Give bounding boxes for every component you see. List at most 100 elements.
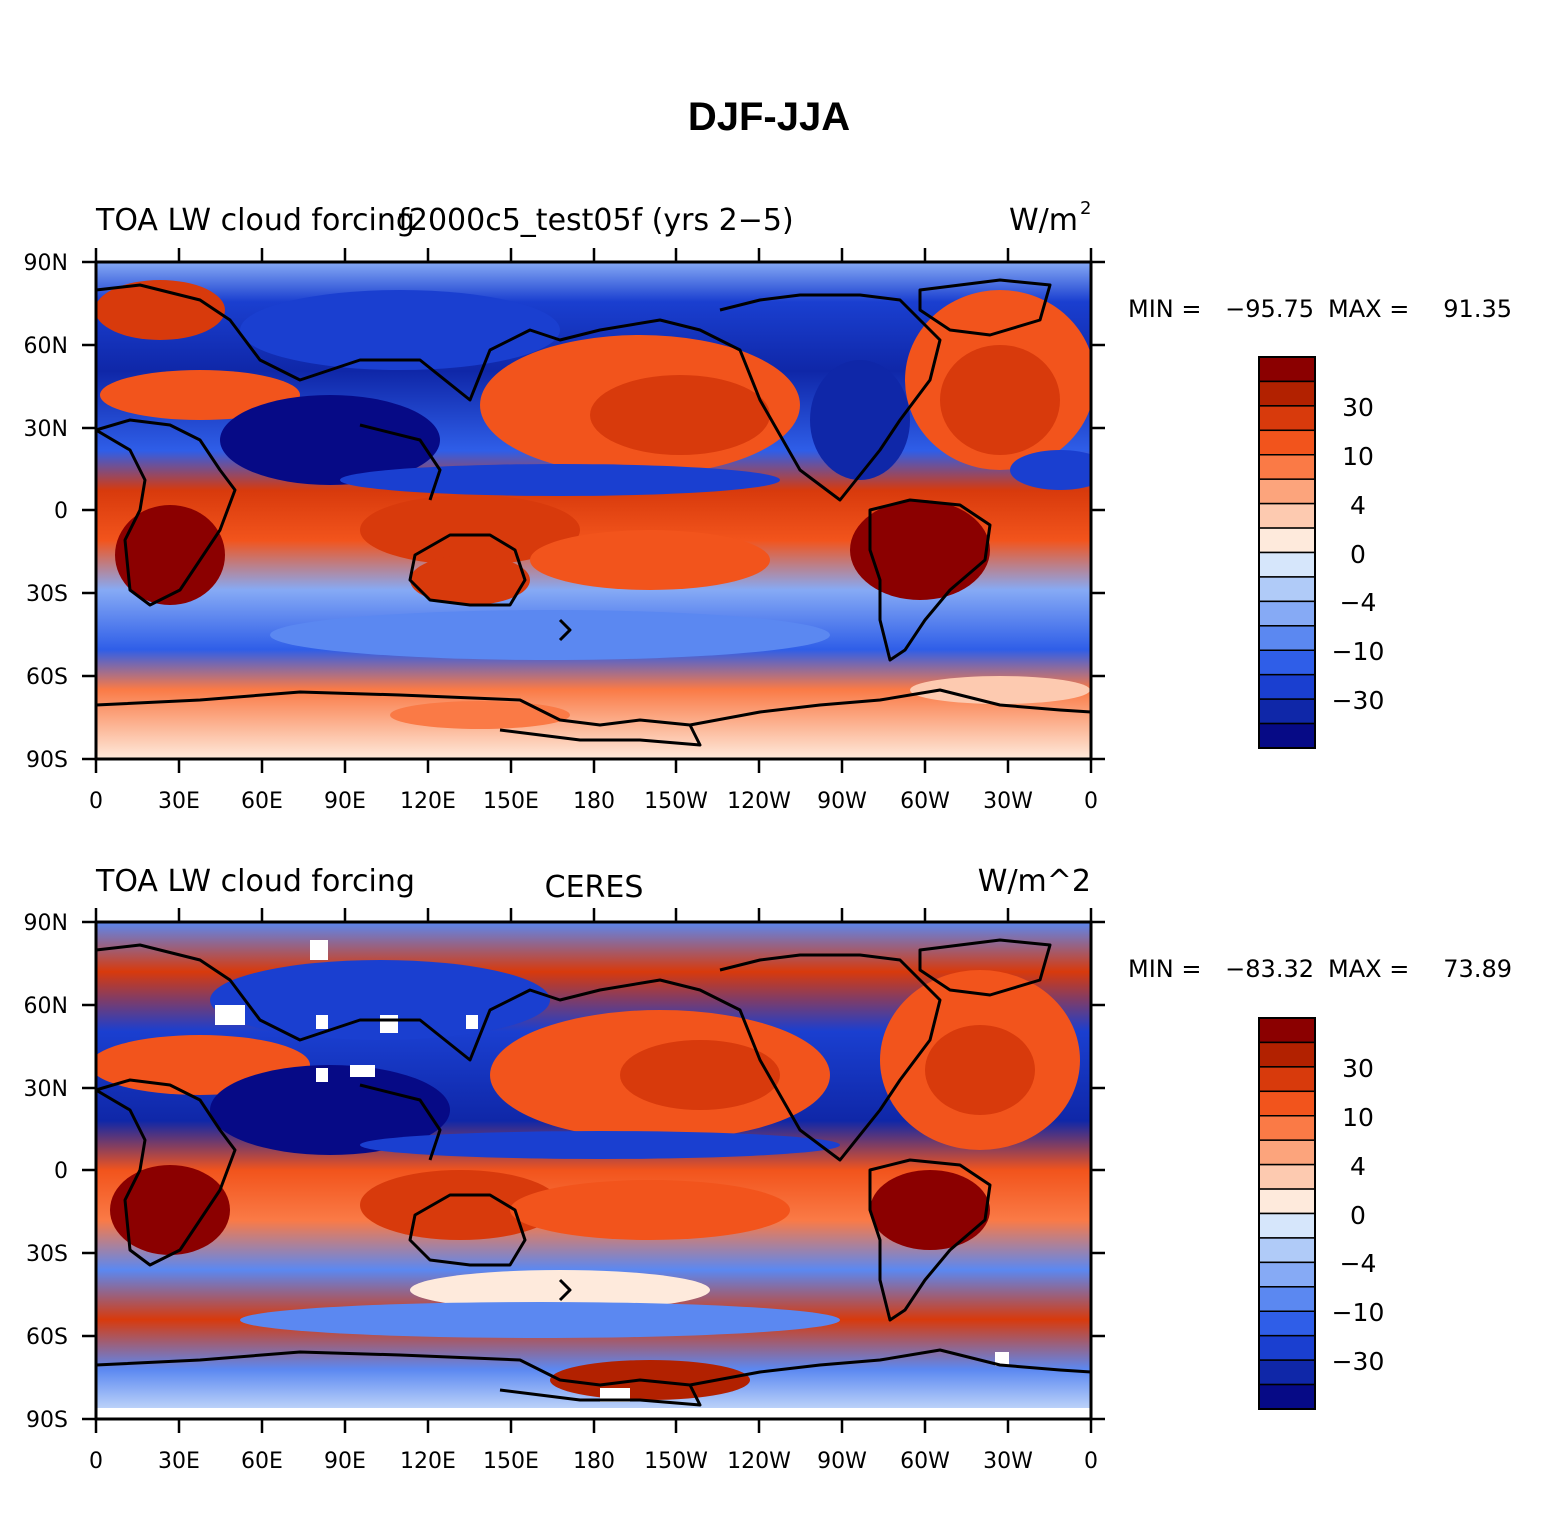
colorbar-swatch: [1258, 1115, 1316, 1141]
panel-model: TOA LW cloud forcing f2000c5_test05f (yr…: [24, 198, 1512, 814]
anomaly-patch: [510, 1180, 790, 1240]
figure-title: DJF-JJA: [688, 95, 850, 139]
lat-label: 30S: [26, 582, 68, 607]
colorbar-swatch: [1258, 649, 1316, 676]
anomaly-patch: [96, 280, 225, 340]
panel-left-label: TOA LW cloud forcing: [95, 203, 415, 238]
min-label: MIN =: [1128, 295, 1201, 323]
colorbar-label: 4: [1350, 491, 1366, 520]
lon-ticks: [94, 248, 1093, 773]
colorbar-swatch: [1258, 1139, 1316, 1166]
colorbar-label: −10: [1332, 1298, 1385, 1327]
anomaly-patch: [240, 1302, 840, 1338]
colorbar-swatch: [1258, 380, 1316, 407]
lat-label: 90N: [24, 251, 68, 276]
colorbar-swatch: [1258, 1334, 1316, 1361]
max-label: MAX =: [1328, 295, 1409, 323]
colorbar-swatch: [1258, 551, 1316, 578]
colorbar-swatch: [1258, 1188, 1316, 1215]
panel-left-label: TOA LW cloud forcing: [95, 864, 415, 899]
anomaly-patch: [870, 1170, 990, 1250]
lat-ticks: [82, 260, 1105, 761]
coastlines: [96, 938, 1091, 1407]
anomaly-patch: [360, 1170, 560, 1240]
anomaly-patch: [360, 1131, 840, 1159]
colorbar-label: −10: [1332, 637, 1385, 666]
colorbar-frame: [1258, 356, 1316, 749]
lon-label: 90E: [324, 1449, 366, 1474]
colorbar-swatch: [1258, 1041, 1316, 1068]
max-value: 73.89: [1443, 955, 1512, 983]
colorbar-swatch: [1258, 1017, 1316, 1044]
colorbar-swatch: [1258, 1237, 1316, 1264]
anomaly-patch: [910, 676, 1090, 704]
lon-ticks: [94, 908, 1093, 1433]
colorbar-swatch: [1258, 478, 1316, 505]
anomaly-patch: [810, 360, 910, 480]
anomaly-patch: [270, 610, 830, 660]
lon-label: 90W: [817, 789, 867, 814]
anomaly-patch: [410, 555, 530, 605]
colorbar-swatch: [1258, 722, 1316, 749]
colorbar-swatch: [1258, 1163, 1316, 1190]
colorbar-swatch: [1258, 1090, 1316, 1117]
missing-data-band: [96, 1408, 1091, 1419]
colorbar-label: 0: [1350, 540, 1366, 569]
colorbar-label: 4: [1350, 1152, 1366, 1181]
lon-label: 60E: [241, 1449, 283, 1474]
coastlines: [96, 278, 1091, 747]
lon-label: 0: [1084, 1449, 1098, 1474]
panel-center-label: f2000c5_test05f (yrs 2−5): [398, 203, 793, 238]
min-label: MIN =: [1128, 955, 1201, 983]
colorbar-swatch: [1258, 527, 1316, 554]
map-field: [96, 922, 1091, 1419]
colorbar-swatch: [1258, 1286, 1316, 1312]
colorbar-swatch: [1258, 1383, 1316, 1410]
colorbar-label: 30: [1342, 1054, 1374, 1083]
colorbar-label: 0: [1350, 1201, 1366, 1230]
lat-label: 60N: [24, 994, 68, 1019]
colorbar-labels: 30 10 4 0 −4 −10 −30: [1332, 393, 1385, 715]
anomaly-patch: [390, 701, 570, 729]
colorbar-swatch: [1258, 1359, 1316, 1386]
panel-units: W/m: [1009, 203, 1078, 238]
lon-label: 0: [89, 789, 103, 814]
colorbar-swatch: [1258, 698, 1316, 725]
anomaly-patch: [210, 1065, 450, 1155]
lat-label: 30S: [26, 1242, 68, 1267]
map-field: [96, 262, 1091, 759]
colorbar-label: −30: [1332, 686, 1385, 715]
lon-label: 120W: [727, 789, 791, 814]
lat-ticks: [82, 920, 1105, 1421]
colorbar-label: 10: [1342, 1103, 1374, 1132]
lat-label: 30N: [24, 1077, 68, 1102]
lon-label: 30W: [983, 789, 1033, 814]
colorbar-swatch: [1258, 1310, 1316, 1337]
panel-units: W/m^2: [978, 864, 1091, 899]
lon-label: 30E: [158, 789, 200, 814]
anomaly-patch: [1010, 450, 1091, 490]
lon-labels: 0 30E 60E 90E 120E 150E 180 150W 120W 90…: [89, 789, 1098, 814]
anomaly-patch: [110, 1165, 230, 1255]
lon-label: 60W: [900, 1449, 950, 1474]
lat-labels: 90N 60N 30N 0 30S 60S 90S: [24, 911, 68, 1433]
colorbar-swatch: [1258, 356, 1316, 383]
colorbar-swatch: [1258, 625, 1316, 651]
lon-label: 90W: [817, 1449, 867, 1474]
colorbar-label: 10: [1342, 442, 1374, 471]
lon-label: 30E: [158, 1449, 200, 1474]
lon-label: 120W: [727, 1449, 791, 1474]
anomaly-patch: [360, 495, 580, 565]
colorbar-swatch: [1258, 1212, 1316, 1239]
colorbar-swatch: [1258, 1066, 1316, 1093]
anomaly-patch: [410, 1270, 710, 1310]
lat-label: 90S: [26, 748, 68, 773]
lon-label: 30W: [983, 1449, 1033, 1474]
lon-label: 150E: [483, 789, 539, 814]
colorbar-label: −30: [1332, 1347, 1385, 1376]
lon-label: 180: [573, 1449, 615, 1474]
anomaly-patch: [530, 530, 770, 590]
lon-label: 60E: [241, 789, 283, 814]
max-label: MAX =: [1328, 955, 1409, 983]
